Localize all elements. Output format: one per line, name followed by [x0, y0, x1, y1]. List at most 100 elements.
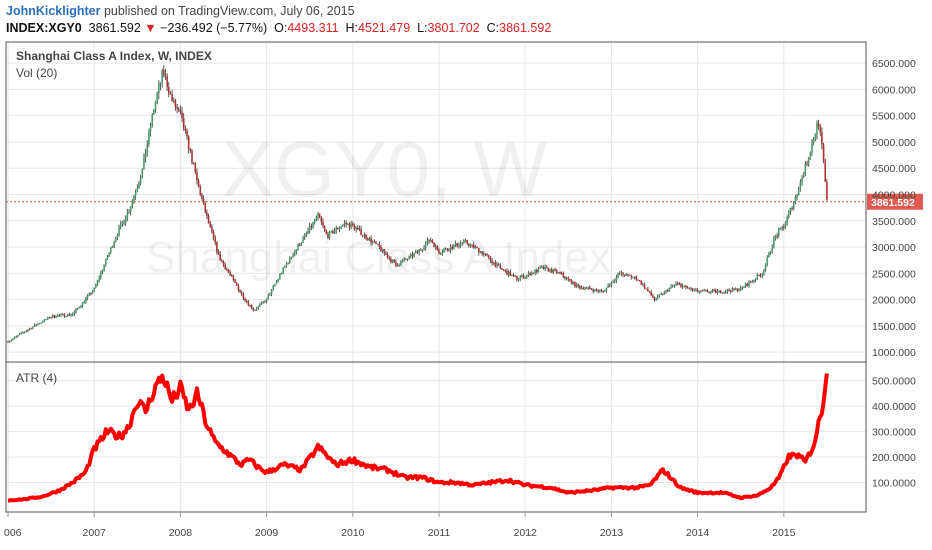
candle-body	[734, 288, 737, 290]
author-link[interactable]: JohnKicklighter	[6, 4, 101, 18]
candle-body	[814, 134, 817, 140]
candle-body	[511, 275, 513, 277]
candle-body	[101, 270, 104, 273]
candle-body	[575, 284, 578, 287]
candle-body	[133, 195, 135, 201]
candle-body	[617, 274, 619, 278]
candle-body	[433, 242, 435, 248]
candle-body	[517, 278, 520, 280]
candle-body	[144, 153, 147, 158]
candle-body	[663, 291, 666, 295]
candle-body	[600, 290, 603, 292]
candle-body	[544, 267, 546, 269]
candle-body	[781, 227, 783, 229]
candle-body	[227, 270, 230, 273]
candle-body	[240, 291, 243, 294]
axis-labels: 006 2007 2008 2009 2010 2011 2012 2013 2014 2015 6…	[4, 58, 916, 539]
candle-body	[139, 178, 142, 184]
candle-body	[174, 100, 177, 108]
candle-body	[414, 251, 417, 254]
candle-body	[123, 222, 125, 224]
candle-body	[756, 275, 759, 280]
candle-body	[80, 305, 82, 308]
candle-body	[778, 229, 780, 236]
candle-body	[434, 245, 437, 248]
candle-body	[577, 284, 580, 287]
candle-body	[322, 221, 324, 226]
candle-body	[25, 330, 28, 332]
atr-line	[7, 373, 829, 503]
candle-body	[368, 238, 371, 241]
x-tick-label: 2014	[686, 527, 710, 539]
candle-body	[807, 157, 810, 164]
watermark-name: Shanghai Class A Index	[146, 233, 611, 282]
candle-body	[114, 237, 117, 243]
candle-body	[161, 70, 163, 83]
candle-body	[7, 341, 9, 343]
candle-body	[723, 291, 725, 293]
candle-body	[292, 255, 294, 258]
candle-body	[552, 269, 555, 273]
candle-body	[221, 260, 223, 262]
candle-body	[610, 282, 613, 286]
candle-body	[613, 280, 616, 282]
candle-body	[365, 234, 367, 239]
candle-body	[580, 287, 583, 289]
candle-body	[567, 277, 570, 280]
candle-body	[8, 341, 11, 343]
candle-body	[100, 272, 102, 278]
candle-body	[673, 284, 676, 286]
x-tick-label: 2009	[255, 527, 279, 539]
candle-body	[386, 254, 389, 258]
candle-body	[766, 257, 769, 265]
candle-body	[632, 277, 634, 279]
candle-body	[302, 237, 304, 243]
candle-body	[381, 248, 384, 251]
candle-body	[620, 272, 623, 274]
grid-lines	[6, 42, 866, 512]
candle-body	[134, 192, 137, 196]
candle-body	[690, 288, 692, 290]
x-tick-label: 2007	[83, 527, 107, 539]
candle-body	[217, 251, 220, 254]
down-arrow-icon: ▼	[144, 21, 157, 35]
x-tick-label: 2008	[169, 527, 193, 539]
candle-body	[315, 216, 318, 221]
candle-body	[71, 314, 74, 316]
candle-body	[492, 262, 495, 264]
candle-body	[290, 257, 293, 259]
candle-body	[245, 301, 248, 303]
candle-body	[166, 76, 168, 88]
candle-body	[522, 275, 525, 279]
candle-body	[657, 295, 659, 299]
candle-body	[158, 84, 160, 94]
candle-body	[284, 266, 286, 268]
candle-body	[148, 131, 150, 145]
candle-body	[753, 279, 755, 282]
candle-body	[207, 215, 210, 224]
candle-body	[224, 264, 226, 270]
candle-body	[560, 272, 563, 274]
candle-body	[743, 287, 745, 289]
candle-body	[474, 247, 477, 249]
candle-body	[70, 314, 72, 316]
candle-body	[731, 288, 734, 292]
candle-body	[787, 212, 790, 217]
price-tick-label: 5500.000	[872, 111, 916, 123]
candle-body	[22, 332, 24, 334]
candle-body	[491, 260, 493, 264]
candle-body	[348, 223, 351, 228]
candle-body	[63, 314, 66, 317]
candle-body	[484, 253, 487, 255]
candle-body	[297, 244, 299, 250]
candle-body	[214, 238, 217, 243]
candle-body	[497, 263, 500, 266]
candle-body	[585, 287, 588, 289]
candle-body	[361, 235, 364, 237]
candle-body	[30, 328, 33, 330]
candle-body	[38, 323, 41, 325]
close-label: C:	[486, 21, 500, 35]
price-tick-label: 1000.000	[872, 347, 916, 359]
candle-body	[660, 293, 662, 295]
